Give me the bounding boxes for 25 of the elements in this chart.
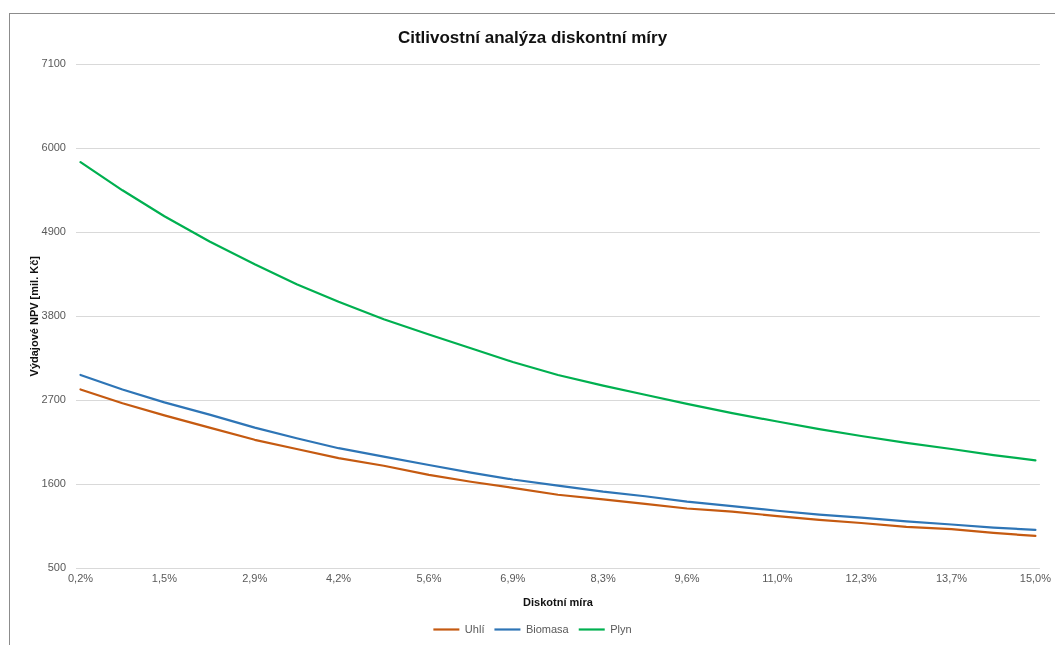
y-tick-label: 3800 xyxy=(41,309,66,322)
x-tick-label: 2,9% xyxy=(242,571,268,584)
x-tick-label: 8,3% xyxy=(590,571,616,584)
y-tick-label: 6000 xyxy=(41,141,66,154)
x-tick-label: 9,6% xyxy=(674,571,700,584)
y-tick-label: 4900 xyxy=(41,225,66,238)
x-tick-label: 5,6% xyxy=(416,571,442,584)
legend-label: Plyn xyxy=(610,622,632,635)
x-axis-title: Diskotní míra xyxy=(523,596,594,609)
x-tick-label: 1,5% xyxy=(151,571,178,584)
legend-label: Uhlí xyxy=(464,622,485,635)
y-tick-label: 2700 xyxy=(41,393,66,406)
y-axis-title: Výdajové NPV [mil. Kč] xyxy=(27,255,40,377)
y-tick-label: 500 xyxy=(47,561,66,574)
y-tick-label: 1600 xyxy=(41,477,66,490)
chart-title: Citlivostní analýza diskontní míry xyxy=(397,27,668,47)
x-tick-label: 13,7% xyxy=(935,571,968,584)
legend-label: Biomasa xyxy=(525,622,570,635)
x-tick-label: 0,2% xyxy=(67,571,94,584)
y-tick-label: 7100 xyxy=(41,57,66,70)
x-tick-label: 15,0% xyxy=(1019,571,1052,584)
x-tick-label: 11,0% xyxy=(762,571,793,584)
x-tick-label: 4,2% xyxy=(326,571,352,584)
x-tick-label: 6,9% xyxy=(500,571,526,584)
x-tick-label: 12,3% xyxy=(845,571,878,584)
